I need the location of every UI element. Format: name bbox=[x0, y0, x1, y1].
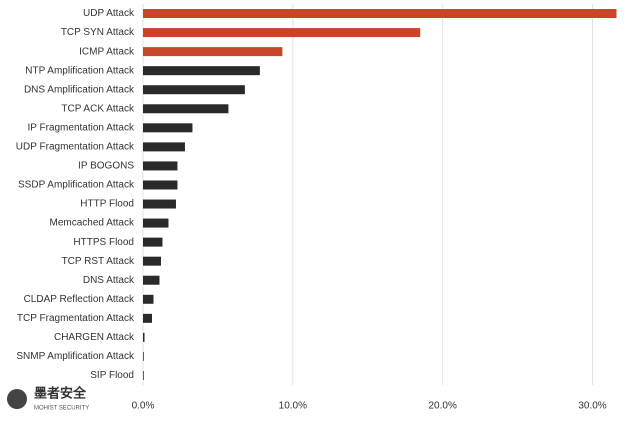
y-tick-label: DNS Amplification Attack bbox=[24, 84, 135, 95]
y-tick-label: CHARGEN Attack bbox=[54, 332, 135, 343]
y-tick-label: HTTP Flood bbox=[80, 199, 134, 210]
y-tick-label: UDP Attack bbox=[83, 8, 135, 19]
bar bbox=[143, 47, 283, 57]
y-tick-label: Memcached Attack bbox=[50, 218, 135, 229]
bar bbox=[143, 161, 178, 171]
watermark: 墨者安全 MOHIST SECURITY bbox=[7, 385, 89, 412]
bar bbox=[143, 332, 145, 342]
watermark-subtitle: MOHIST SECURITY bbox=[34, 406, 89, 412]
x-tick-label: 30.0% bbox=[578, 401, 606, 412]
watermark-title: 墨者安全 bbox=[34, 385, 87, 400]
y-tick-label: CLDAP Reflection Attack bbox=[24, 294, 135, 305]
y-tick-label: HTTPS Flood bbox=[73, 237, 134, 248]
y-tick-label: UDP Fragmentation Attack bbox=[16, 142, 135, 153]
y-tick-label: NTP Amplification Attack bbox=[25, 65, 135, 76]
bar bbox=[143, 237, 163, 247]
y-tick-label: TCP SYN Attack bbox=[61, 27, 135, 38]
bar bbox=[143, 256, 161, 266]
y-tick-label: TCP RST Attack bbox=[62, 256, 135, 267]
bar bbox=[143, 199, 176, 209]
bar bbox=[143, 104, 229, 114]
bar bbox=[143, 142, 185, 152]
bar bbox=[143, 180, 178, 190]
x-tick-label: 0.0% bbox=[132, 401, 155, 412]
x-tick-label: 20.0% bbox=[429, 401, 457, 412]
bar bbox=[143, 28, 421, 38]
bar bbox=[143, 351, 144, 361]
bar bbox=[143, 66, 260, 76]
y-tick-label: TCP ACK Attack bbox=[61, 103, 135, 114]
y-tick-label: SIP Flood bbox=[90, 370, 134, 381]
bar bbox=[143, 85, 245, 95]
y-tick-label: ICMP Attack bbox=[79, 46, 135, 57]
y-tick-label: IP BOGONS bbox=[78, 161, 134, 172]
bar bbox=[143, 275, 160, 285]
bar bbox=[143, 370, 144, 380]
bar bbox=[143, 9, 617, 19]
bar bbox=[143, 313, 152, 323]
bar bbox=[143, 294, 154, 304]
watermark-logo bbox=[7, 389, 27, 409]
y-tick-label: DNS Attack bbox=[83, 275, 135, 286]
bar bbox=[143, 123, 193, 133]
y-tick-label: TCP Fragmentation Attack bbox=[17, 313, 135, 324]
y-tick-label: IP Fragmentation Attack bbox=[27, 122, 135, 133]
y-tick-label: SSDP Amplification Attack bbox=[18, 180, 135, 191]
y-tick-label: SNMP Amplification Attack bbox=[16, 351, 135, 362]
bar bbox=[143, 218, 169, 228]
x-tick-label: 10.0% bbox=[279, 401, 307, 412]
